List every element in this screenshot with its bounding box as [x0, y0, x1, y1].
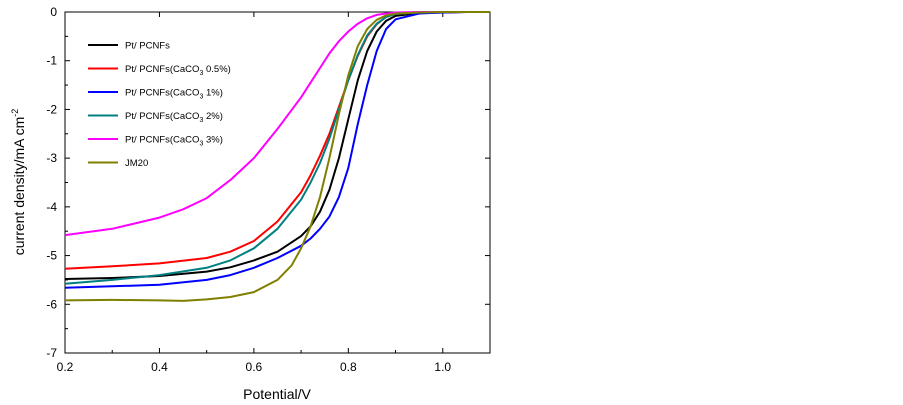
legend-label-suffix: 0.5%)	[203, 64, 230, 75]
y-tick-label: -5	[46, 249, 57, 263]
legend-label-subscript: 3	[199, 70, 203, 77]
series-line	[64, 11, 490, 280]
y-tick-label: -7	[46, 346, 57, 360]
y-tick-label: -1	[46, 54, 57, 68]
x-axis-ticks: 0.2 0.4 0.6 0.8 1.0	[57, 12, 451, 374]
y-tick-label: -2	[46, 102, 57, 116]
series-line	[64, 11, 490, 302]
legend-label: Pt/ PCNFs(CaCO3 2%)	[125, 111, 223, 124]
y-axis-title-main: current density/mA cm	[11, 117, 27, 256]
legend-label: Pt/ PCNFs(CaCO3 3%)	[125, 135, 223, 148]
legend-label-main: Pt/ PCNFs(CaCO	[125, 111, 199, 122]
legend-label-suffix: 2%)	[203, 111, 223, 122]
legend-label-main: Pt/ PCNFs(CaCO	[125, 88, 199, 99]
y-axis-title-sup: -2	[10, 109, 20, 117]
y-tick-label: -4	[46, 200, 57, 214]
legend-label-suffix: 1%)	[203, 88, 223, 99]
x-tick-label: 0.6	[246, 360, 263, 374]
x-tick-label: 0.4	[151, 360, 168, 374]
series-line	[64, 11, 490, 237]
legend-label-main: Pt/ PCNFs(CaCO	[125, 64, 199, 75]
y-axis-ticks: 0 -1 -2 -3 -4 -5 -6 -7	[46, 5, 490, 360]
y-tick-label: -6	[46, 297, 57, 311]
legend-label-subscript: 3	[199, 141, 203, 148]
y-axis-title: current density/mA cm-2	[10, 109, 27, 256]
legend-label-subscript: 3	[199, 94, 203, 101]
legend-label: JM20	[125, 158, 148, 169]
series-lines	[64, 11, 490, 302]
series-line	[64, 11, 490, 285]
x-tick-label: 0.8	[340, 360, 357, 374]
x-tick-label: 0.2	[57, 360, 74, 374]
legend-label: Pt/ PCNFs(CaCO3 0.5%)	[125, 64, 231, 77]
series-line	[64, 11, 490, 289]
legend-label-main: JM20	[125, 158, 148, 169]
legend-label-subscript: 3	[199, 117, 203, 124]
legend-label-main: Pt/ PCNFs(CaCO	[125, 135, 199, 146]
y-tick-label: 0	[50, 5, 57, 19]
legend-label: Pt/ PCNFs	[125, 41, 170, 52]
legend-label: Pt/ PCNFs(CaCO3 1%)	[125, 88, 223, 101]
legend-label-main: Pt/ PCNFs	[125, 41, 170, 52]
y-tick-label: -3	[46, 151, 57, 165]
legend-label-suffix: 3%)	[203, 135, 223, 146]
x-axis-title: Potential/V	[243, 386, 311, 402]
x-tick-label: 1.0	[434, 360, 451, 374]
